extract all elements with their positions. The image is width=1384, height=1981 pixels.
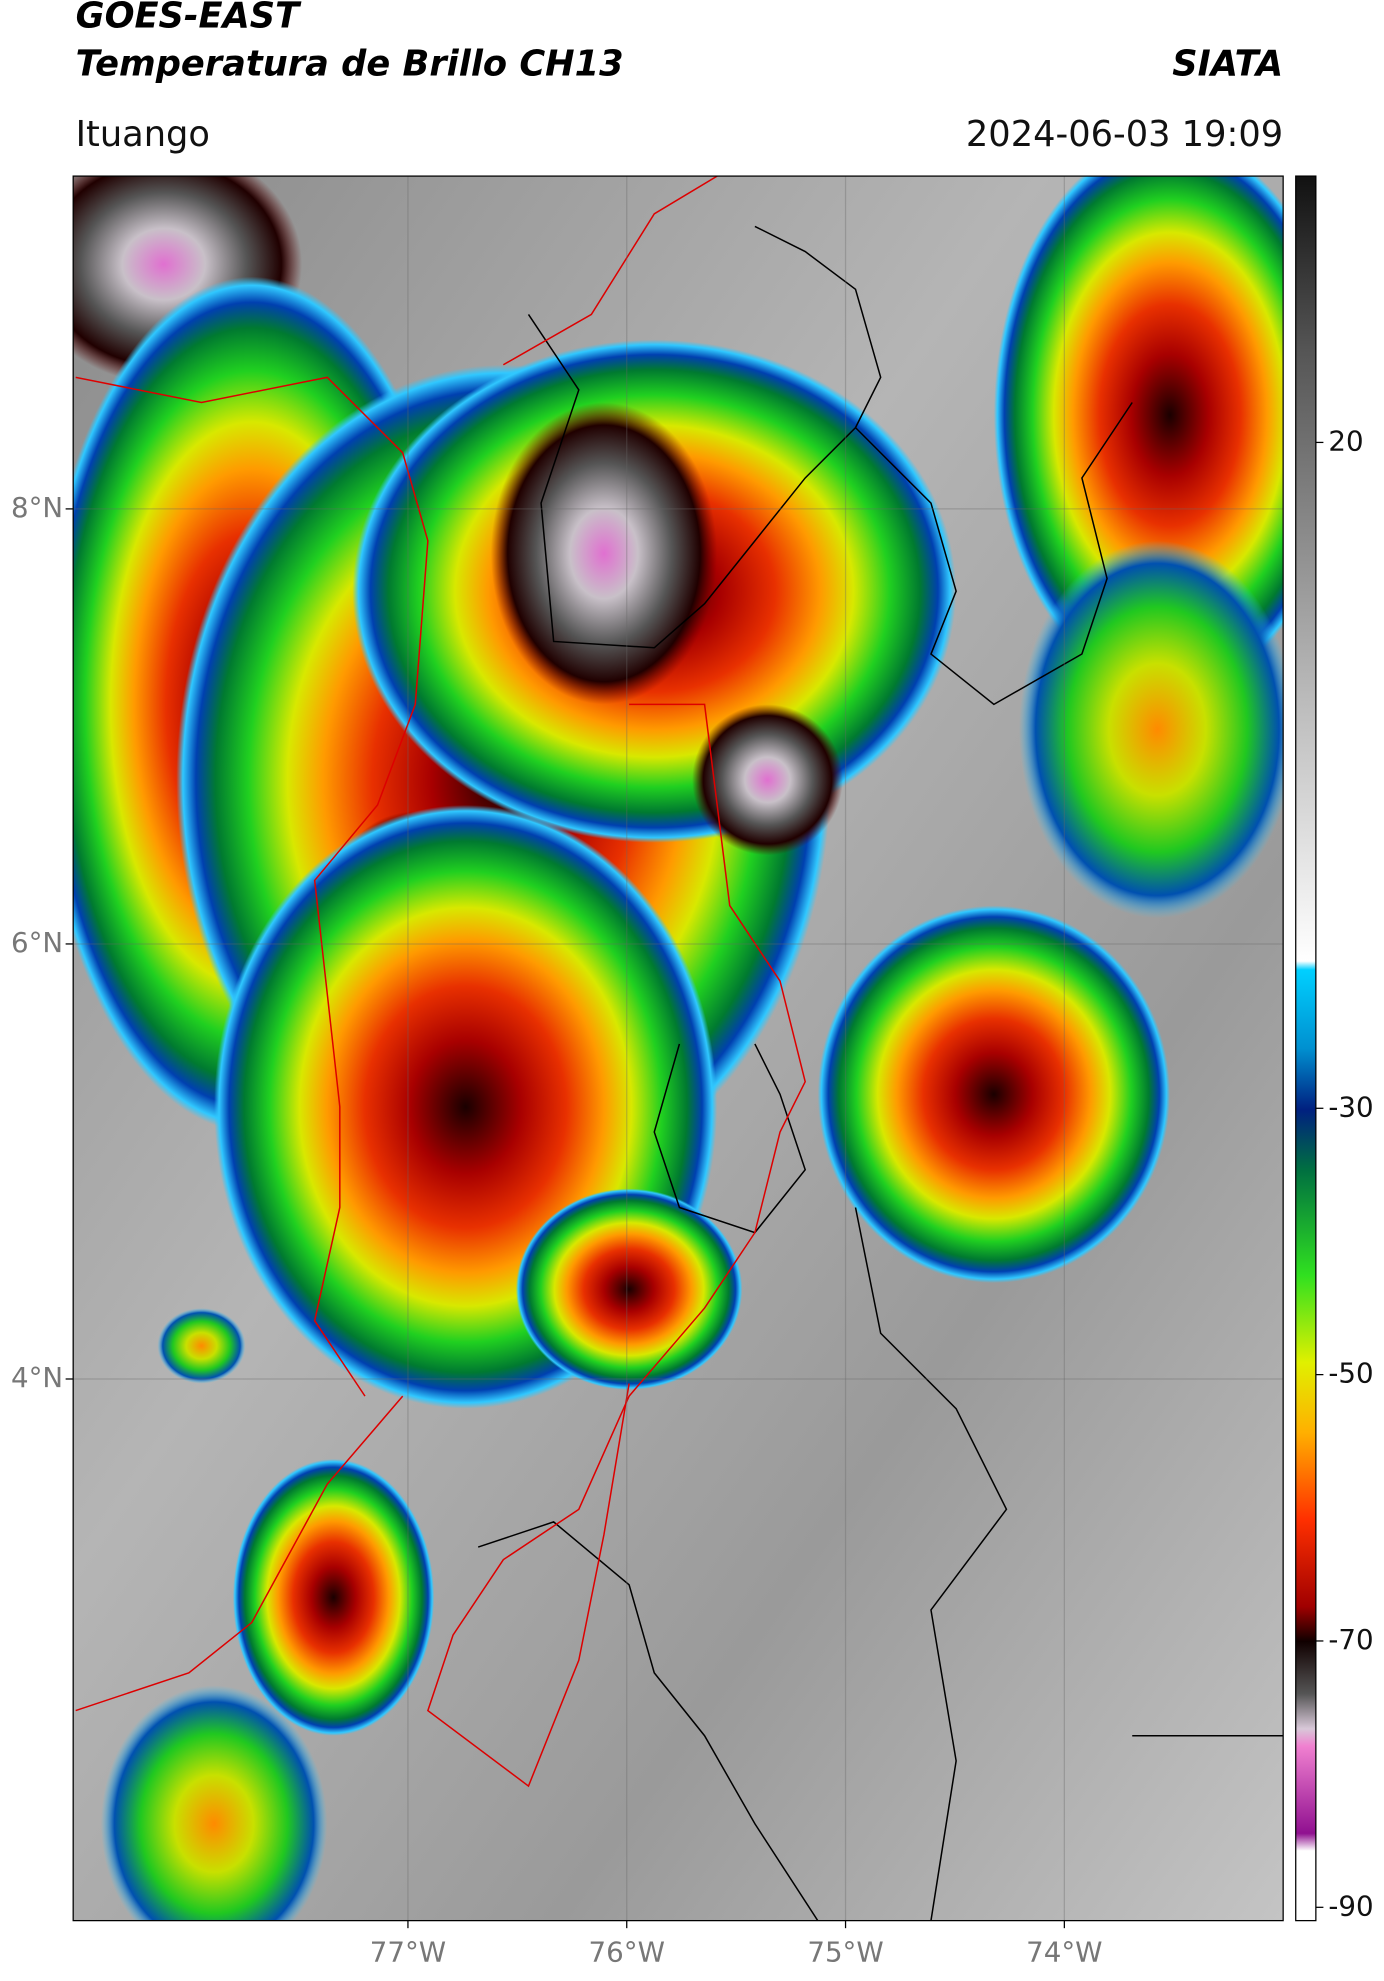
colorbar-ticks: 20 -30 -50 -70 -90 [1315, 424, 1374, 1922]
cloud [490, 402, 718, 705]
y-tick-label: 8°N [11, 491, 63, 524]
x-tick-label: 76°W [589, 1935, 665, 1968]
cloud [1019, 540, 1284, 919]
border [477, 1521, 819, 1921]
colorbar-tick-label: 20 [1328, 424, 1363, 457]
cloud [232, 1459, 435, 1736]
imagery [73, 176, 1284, 1921]
border [527, 225, 882, 649]
grid [73, 176, 1284, 1921]
colorbar-tick-label: -30 [1328, 1090, 1373, 1123]
border [854, 402, 1133, 706]
cloud [100, 1685, 328, 1921]
cloud [817, 905, 1170, 1283]
map-frame [72, 175, 1284, 1922]
x-tick-label: 77°W [370, 1935, 446, 1968]
y-tick-label: 6°N [11, 926, 63, 959]
colorbar [1295, 175, 1317, 1922]
colorbar-tick-label: -90 [1328, 1889, 1373, 1922]
cloud [692, 704, 843, 856]
axes: 77°W 76°W 75°W 74°W 8°N 6°N 4°N [11, 491, 1103, 1968]
colorbar-tick-label: -70 [1328, 1623, 1373, 1656]
x-tick-label: 74°W [1026, 1935, 1102, 1968]
state-border [75, 376, 429, 1397]
title-line2: Temperatura de Brillo CH13 [76, 43, 624, 84]
datetime: 2024-06-03 19:09 [966, 114, 1283, 155]
colorbar-tick-label: -50 [1328, 1357, 1373, 1390]
y-tick-label: 4°N [11, 1361, 63, 1394]
cloud [515, 1188, 743, 1390]
state-border [75, 1395, 404, 1712]
location: Ituango [76, 114, 210, 155]
border [854, 1207, 1008, 1921]
source: SIATA [1172, 43, 1283, 84]
state-border [502, 176, 718, 366]
x-tick-label: 75°W [807, 1935, 883, 1968]
title-line1: GOES-EAST [76, 0, 302, 37]
cloud [157, 1308, 246, 1384]
state-border [426, 703, 806, 1788]
